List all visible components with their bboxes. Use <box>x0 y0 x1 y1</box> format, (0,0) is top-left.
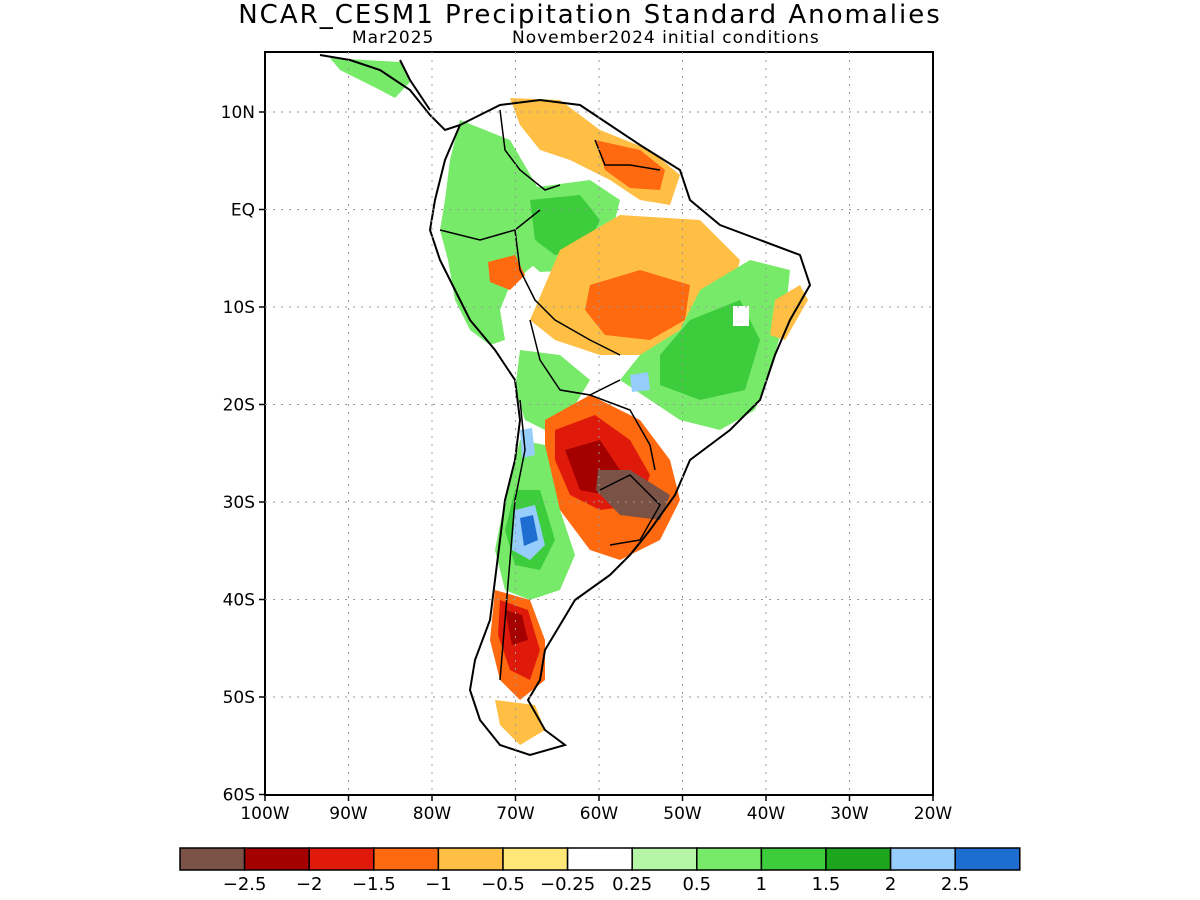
lon-tick-label: 60W <box>580 804 619 824</box>
lat-tick-label: 50S <box>223 688 255 708</box>
anomaly-andes-green <box>515 350 590 430</box>
anomaly-central-brazil-core <box>585 270 690 340</box>
colorbar-label: 1.5 <box>812 874 841 895</box>
colorbar-label: 0.5 <box>682 874 711 895</box>
lon-tick-label: 20W <box>914 804 953 824</box>
border-chile-argentina <box>499 399 526 681</box>
anomaly-patagonia-dark <box>505 610 528 645</box>
lat-tick-label: EQ <box>231 201 255 221</box>
colorbar-label: −2.5 <box>223 874 267 895</box>
lat-tick-label: 40S <box>223 591 255 611</box>
border-guianas <box>594 139 661 171</box>
border-argentina-paraguay <box>559 389 656 471</box>
south-america-coastline <box>428 98 812 757</box>
colorbar-swatch <box>631 847 698 871</box>
colorbar-swatch <box>696 847 763 871</box>
colorbar-label: −1 <box>425 874 452 895</box>
colorbar-swatch <box>502 847 569 871</box>
colorbar-label: −1.5 <box>352 874 396 895</box>
border-colombia-venezuela <box>499 109 561 191</box>
country-borders <box>439 109 661 681</box>
anomaly-field <box>330 58 808 745</box>
border-peru-brazil <box>514 229 621 356</box>
lon-tick-label: 30W <box>830 804 869 824</box>
colorbar-swatch <box>566 847 633 871</box>
anomaly-tierra-del-fuego <box>495 700 545 745</box>
lon-tick-label: 100W <box>240 804 289 824</box>
lat-tick-label: 30S <box>223 493 255 513</box>
anomaly-andes-light-blue <box>520 428 535 458</box>
colorbar-label: 1 <box>756 874 767 895</box>
colorbar-label: −0.25 <box>540 874 595 895</box>
map-title: NCAR_CESM1 Precipitation Standard Anomal… <box>238 0 942 30</box>
lon-tick-label: 80W <box>413 804 452 824</box>
lat-tick-label: 10S <box>223 298 255 318</box>
colorbar-label: −2 <box>296 874 323 895</box>
colorbar-swatch <box>760 847 827 871</box>
anomaly-missing-cell <box>733 306 749 326</box>
lon-tick-label: 90W <box>329 804 368 824</box>
colorbar-label: −0.5 <box>481 874 525 895</box>
colorbar: −2.5 −2 −1.5 −1 −0.5 −0.25 0.25 0.5 1 1.5 2 2.5 <box>179 847 1021 895</box>
anomaly-central-argentina-blue <box>520 515 538 546</box>
border-argentina-uruguay <box>599 474 661 546</box>
lat-tick-label: 20S <box>223 396 255 416</box>
colorbar-swatch <box>437 847 504 871</box>
longitude-labels: 100W 90W 80W 70W 60W 50W 40W 30W 20W <box>240 795 952 824</box>
anomaly-northwest-green <box>440 120 560 345</box>
latitude-labels: 10N EQ 10S 20S 30S 40S 50S 60S <box>221 103 265 806</box>
central-america-caribbean-coast <box>399 59 431 111</box>
colorbar-swatch <box>954 847 1021 871</box>
lon-tick-label: 40W <box>747 804 786 824</box>
lon-tick-label: 70W <box>496 804 535 824</box>
lat-tick-label: 60S <box>223 786 255 806</box>
coastlines <box>319 54 812 757</box>
colorbar-label: 2 <box>885 874 896 895</box>
colorbar-swatch <box>889 847 956 871</box>
anomaly-peru-deficit <box>488 255 525 290</box>
colorbar-label: 2.5 <box>941 874 970 895</box>
anomaly-northeast-tip <box>770 285 808 340</box>
central-america-coastline <box>319 54 461 132</box>
lon-tick-label: 50W <box>663 804 702 824</box>
lat-tick-label: 10N <box>221 103 255 123</box>
forecast-month: Mar2025 <box>352 28 435 48</box>
anomaly-central-america <box>330 58 410 98</box>
colorbar-label: 0.25 <box>612 874 652 895</box>
colorbar-swatch <box>308 847 375 871</box>
anomaly-east-brazil-blue <box>630 372 650 392</box>
colorbar-swatch <box>243 847 310 871</box>
border-colombia-peru <box>439 209 541 241</box>
colorbar-swatch <box>179 847 246 871</box>
colorbar-swatch <box>825 847 892 871</box>
colorbar-swatch <box>373 847 440 871</box>
initial-conditions-label: November2024 initial conditions <box>512 28 820 48</box>
